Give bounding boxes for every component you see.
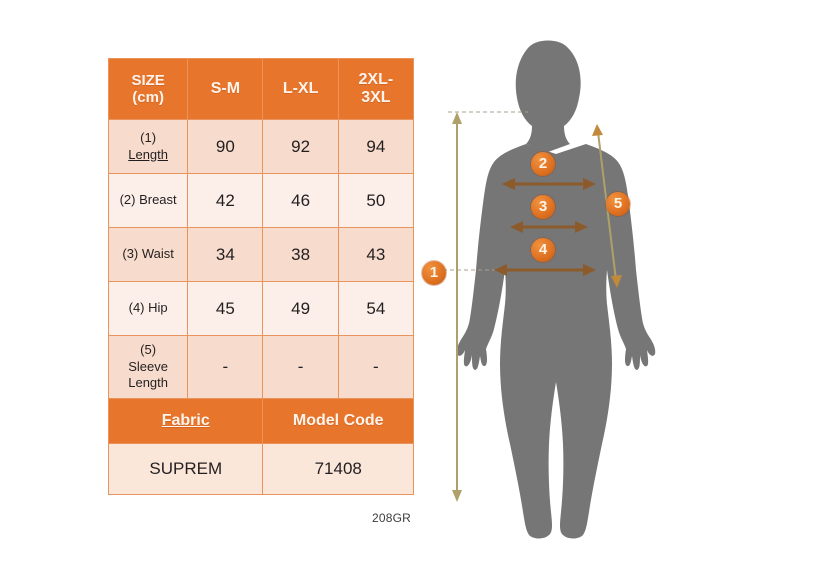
header-fabric: Fabric [107, 398, 264, 444]
measurement-marker-5: 5 [606, 192, 630, 216]
row-label-sleeve-length: (5) Sleeve Length [107, 335, 189, 399]
breast-arrow-head-right [583, 178, 596, 190]
row-label-sleeve-line2: Length [128, 375, 168, 391]
length-guide-dashes [436, 111, 528, 271]
header-col-2xl-line2: 3XL [361, 89, 391, 106]
row-label-length-name: Length [128, 146, 168, 162]
waist-arrow-head-right [575, 221, 588, 233]
measurement-marker-2: 2 [531, 152, 555, 176]
cell-sleeve-2xl: - [337, 335, 415, 399]
table-fabric-header-row: Fabric Model Code [107, 398, 414, 444]
female-silhouette [456, 40, 656, 539]
header-size-cell: SIZE (cm) [107, 58, 189, 120]
header-col-2xl-3xl: 2XL- 3XL [337, 58, 415, 120]
header-col-sm: S-M [187, 58, 264, 120]
hip-arrow-head-left [494, 264, 507, 276]
table-row-breast: (2) Breast 42 46 50 [107, 173, 415, 228]
length-arrow-head-top [452, 112, 462, 124]
cell-waist-lxl: 38 [262, 227, 339, 282]
cell-sleeve-lxl: - [262, 335, 339, 399]
length-arrow-head-bottom [452, 490, 462, 502]
value-model-code: 71408 [262, 443, 414, 495]
cell-hip-2xl: 54 [337, 281, 415, 336]
waist-arrow-head-left [510, 221, 523, 233]
gram-weight-code: 208GR [372, 511, 412, 525]
cell-length-sm: 90 [187, 119, 264, 174]
header-size-label: SIZE [131, 71, 165, 89]
cell-waist-sm: 34 [187, 227, 264, 282]
table-header-row: SIZE (cm) S-M L-XL 2XL- 3XL [107, 58, 415, 120]
row-label-waist: (3) Waist [107, 227, 189, 282]
value-fabric: SUPREM [107, 443, 264, 495]
row-label-sleeve-line1: Sleeve [128, 358, 168, 374]
measurement-marker-3: 3 [531, 195, 555, 219]
table-fabric-value-row: SUPREM 71408 [107, 443, 414, 495]
row-label-breast: (2) Breast [107, 173, 189, 228]
table-row-waist: (3) Waist 34 38 43 [107, 227, 415, 282]
sleeve-arrow-head-top [592, 124, 603, 136]
cell-sleeve-sm: - [187, 335, 264, 399]
row-label-length: (1) Length [107, 119, 189, 174]
measurement-marker-1: 1 [422, 261, 446, 285]
cell-hip-lxl: 49 [262, 281, 339, 336]
female-silhouette-svg [436, 40, 656, 539]
header-col-lxl: L-XL [262, 58, 339, 120]
cell-length-2xl: 94 [337, 119, 415, 174]
hip-arrow-head-right [583, 264, 596, 276]
cell-length-lxl: 92 [262, 119, 339, 174]
header-size-unit: (cm) [132, 89, 164, 106]
breast-arrow-head-left [502, 178, 515, 190]
row-label-sleeve-num: (5) [140, 341, 157, 357]
sleeve-arrow-head-bottom [611, 275, 622, 288]
cell-breast-lxl: 46 [262, 173, 339, 228]
cell-waist-2xl: 43 [337, 227, 415, 282]
table-row-sleeve-length: (5) Sleeve Length - - - [107, 335, 415, 399]
cell-breast-sm: 42 [187, 173, 264, 228]
row-label-hip: (4) Hip [107, 281, 189, 336]
table-row-length: (1) Length 90 92 94 [107, 119, 415, 174]
body-measurement-diagram: 1 2 3 4 5 [420, 12, 680, 552]
measurement-marker-4: 4 [531, 238, 555, 262]
size-chart-table: SIZE (cm) S-M L-XL 2XL- 3XL (1) Length 9… [107, 58, 415, 495]
cell-breast-2xl: 50 [337, 173, 415, 228]
header-model-code: Model Code [262, 398, 414, 444]
header-col-2xl-line1: 2XL- [358, 70, 394, 88]
cell-hip-sm: 45 [187, 281, 264, 336]
table-row-hip: (4) Hip 45 49 54 [107, 281, 415, 336]
row-label-length-num: (1) [140, 130, 157, 146]
